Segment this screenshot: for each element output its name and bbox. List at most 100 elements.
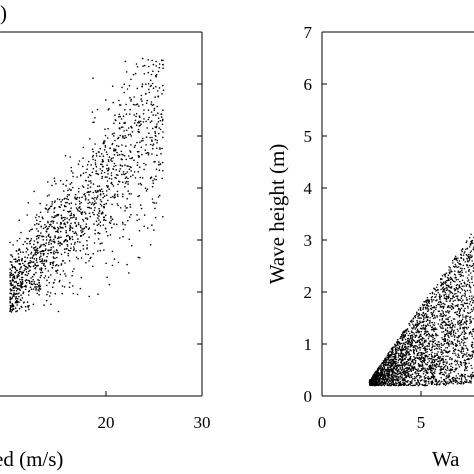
left-point	[45, 225, 48, 228]
right-point	[469, 236, 471, 239]
right-point	[449, 300, 451, 303]
right-point	[429, 366, 431, 368]
right-point	[444, 276, 446, 278]
left-point	[73, 243, 76, 245]
right-point	[447, 295, 449, 298]
left-point	[149, 136, 151, 139]
right-point	[388, 376, 391, 379]
right-point	[451, 259, 454, 262]
left-y-ticks	[197, 83, 202, 345]
right-point	[467, 257, 470, 259]
left-point	[59, 225, 61, 228]
left-point	[114, 176, 116, 179]
right-point	[423, 379, 425, 382]
left-point	[82, 172, 85, 174]
right-point	[462, 275, 464, 277]
right-point	[445, 318, 447, 320]
right-point	[392, 382, 394, 384]
left-point	[42, 252, 45, 255]
right-point	[459, 375, 461, 377]
left-point	[104, 134, 107, 137]
left-point	[99, 193, 102, 195]
left-point	[70, 166, 73, 169]
left-point	[118, 122, 121, 124]
right-point	[450, 343, 452, 345]
right-point	[419, 374, 421, 377]
right-point	[449, 267, 452, 269]
right-point	[456, 313, 459, 316]
right-point	[458, 340, 460, 343]
left-point	[48, 241, 50, 244]
right-point	[438, 365, 440, 367]
right-point	[454, 377, 456, 380]
right-point	[448, 350, 450, 352]
left-point	[56, 213, 58, 216]
left-point	[134, 177, 137, 179]
left-point	[68, 260, 71, 262]
right-point	[395, 377, 398, 379]
left-point	[31, 275, 34, 278]
left-point	[63, 190, 65, 192]
right-point	[445, 347, 447, 349]
left-point	[16, 288, 19, 291]
right-point	[445, 355, 447, 358]
left-point	[95, 191, 97, 194]
right-point	[465, 296, 468, 299]
left-point	[151, 198, 154, 200]
right-point	[460, 295, 463, 298]
right-point	[458, 316, 461, 318]
left-point	[65, 184, 67, 187]
left-point	[35, 289, 37, 291]
left-point	[50, 220, 52, 223]
right-point	[404, 373, 407, 376]
left-point	[64, 225, 67, 228]
left-point	[83, 232, 86, 235]
right-point	[414, 346, 416, 348]
right-point	[469, 331, 472, 333]
right-point	[426, 307, 429, 310]
right-point	[395, 360, 397, 363]
right-point	[466, 311, 469, 314]
left-point	[102, 155, 105, 157]
right-y-tick-label: 3	[304, 231, 313, 250]
left-point	[143, 162, 145, 165]
right-point	[458, 260, 461, 262]
left-point	[125, 113, 128, 115]
left-point	[13, 289, 15, 292]
right-point	[435, 344, 438, 346]
left-point	[27, 306, 30, 308]
right-point	[463, 289, 466, 292]
left-point	[149, 121, 152, 124]
right-point	[381, 380, 383, 382]
right-point	[391, 373, 393, 376]
left-point	[108, 108, 110, 110]
right-point	[423, 317, 425, 319]
left-point	[55, 263, 58, 266]
left-point	[140, 98, 142, 100]
right-point	[409, 383, 412, 385]
left-point	[21, 286, 24, 288]
right-point	[403, 354, 405, 357]
left-point	[125, 103, 127, 106]
right-point	[469, 254, 472, 256]
right-point	[374, 377, 377, 380]
left-point	[9, 280, 11, 282]
right-point	[386, 379, 389, 382]
right-point	[419, 321, 421, 324]
right-point	[418, 364, 420, 367]
left-point	[16, 260, 18, 263]
right-point	[439, 362, 441, 364]
right-point	[428, 360, 431, 362]
left-point	[55, 215, 58, 217]
left-point	[154, 132, 157, 135]
left-point	[55, 183, 57, 185]
right-point	[447, 321, 450, 323]
left-point	[147, 109, 150, 111]
right-point	[411, 344, 414, 347]
right-point	[432, 371, 435, 374]
left-point	[148, 132, 150, 134]
right-point	[431, 351, 433, 354]
left-point	[136, 141, 138, 144]
left-point	[79, 287, 82, 290]
left-point	[43, 259, 46, 262]
